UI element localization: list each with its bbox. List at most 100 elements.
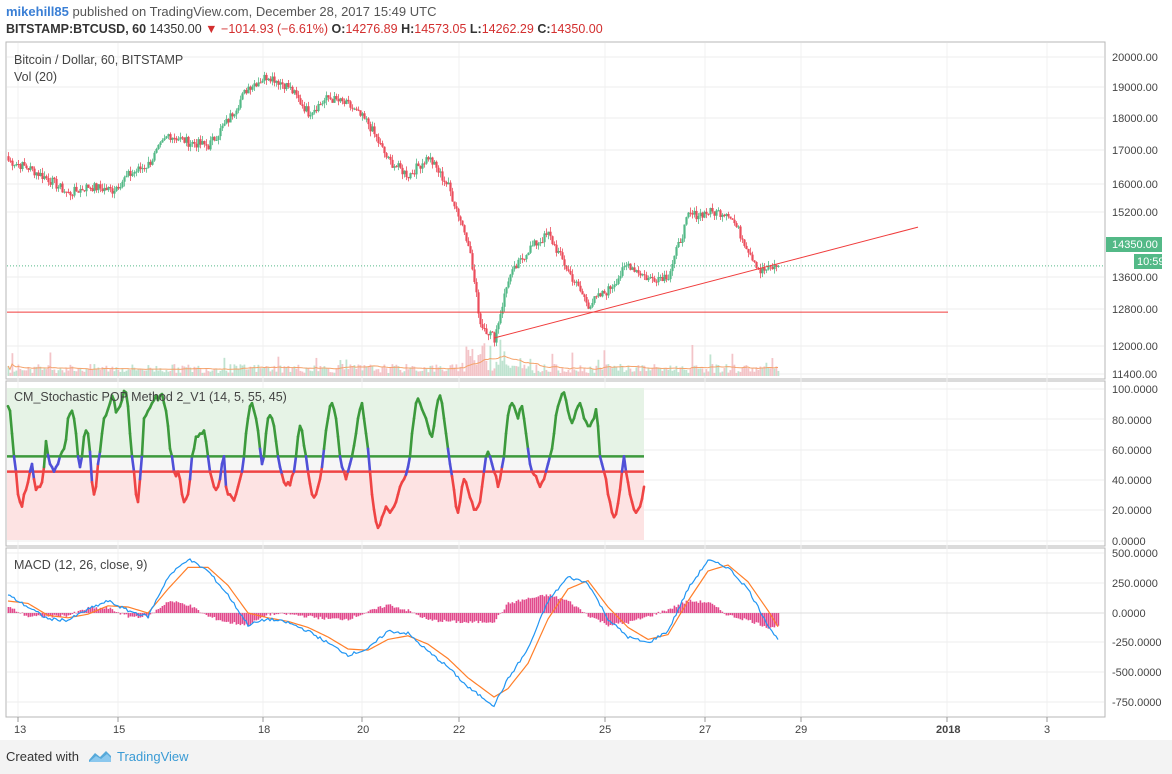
volume-bar bbox=[601, 369, 604, 376]
volume-bar bbox=[449, 365, 452, 376]
stoch-segment bbox=[128, 432, 134, 458]
price-pane[interactable] bbox=[5, 41, 1106, 380]
volume-bar bbox=[717, 365, 720, 376]
volume-bar bbox=[47, 365, 50, 376]
stoch-segment bbox=[602, 470, 608, 481]
histogram-bar bbox=[657, 611, 660, 613]
stoch-segment bbox=[204, 439, 210, 458]
volume-bar bbox=[677, 372, 680, 376]
volume-bar bbox=[637, 365, 640, 376]
candle-body bbox=[535, 240, 538, 246]
volume-bar bbox=[355, 368, 358, 376]
candle-body bbox=[691, 213, 694, 215]
candle-body bbox=[297, 94, 300, 99]
volume-bar bbox=[505, 364, 508, 376]
stoch-segment bbox=[24, 480, 30, 492]
volume-bar bbox=[61, 370, 64, 376]
stoch-segment bbox=[498, 465, 504, 481]
candle-body bbox=[137, 166, 140, 172]
volume-bar bbox=[403, 371, 406, 376]
candle-body bbox=[165, 136, 168, 139]
candle-body bbox=[111, 188, 114, 194]
time-axis[interactable]: 13 15 18 20 22 25 27 29 2018 3 bbox=[14, 724, 1050, 736]
candle-body bbox=[371, 126, 374, 132]
histogram-bar bbox=[643, 613, 646, 618]
candle-body bbox=[201, 141, 204, 145]
candle-body bbox=[709, 207, 712, 215]
volume-bar bbox=[627, 365, 630, 376]
candle-body bbox=[141, 168, 144, 170]
stoch-segment bbox=[210, 477, 216, 489]
macd-series bbox=[7, 558, 1104, 708]
price-tick: 15200.00 bbox=[1112, 207, 1158, 219]
histogram-bar bbox=[229, 613, 232, 624]
macd-pane-title: MACD (12, 26, close, 9) bbox=[14, 558, 147, 572]
volume-bar bbox=[149, 367, 152, 376]
chart-canvas[interactable]: Bitcoin / Dollar, 60, BITSTAMP Vol (20) … bbox=[0, 0, 1172, 740]
author-link[interactable]: mikehill85 bbox=[6, 4, 69, 19]
histogram-bar bbox=[133, 613, 136, 617]
candle-body bbox=[161, 140, 164, 143]
volume-bar bbox=[337, 365, 340, 376]
stoch-axis[interactable]: 100.0000 80.0000 60.0000 40.0000 20.0000… bbox=[1112, 384, 1158, 548]
candle-body bbox=[689, 212, 692, 214]
candle-body bbox=[51, 177, 54, 185]
histogram-bar bbox=[187, 605, 190, 613]
candle-body bbox=[399, 163, 402, 168]
candle-body bbox=[221, 125, 224, 129]
candle-body bbox=[233, 114, 236, 117]
volume-bar bbox=[111, 366, 114, 376]
volume-bar bbox=[435, 364, 438, 376]
volume-bar bbox=[695, 365, 698, 376]
histogram-bar bbox=[269, 613, 272, 616]
volume-bar bbox=[335, 368, 338, 376]
histogram-bar bbox=[701, 602, 704, 613]
tradingview-logo-icon[interactable] bbox=[88, 748, 112, 764]
stoch-tick: 40.0000 bbox=[1112, 475, 1152, 487]
price-axis[interactable]: 20000.00 19000.00 18000.00 17000.00 1600… bbox=[1112, 52, 1158, 381]
stoch-segment bbox=[404, 465, 410, 476]
candle-body bbox=[343, 101, 346, 104]
volume-bar bbox=[125, 370, 128, 376]
candle-body bbox=[485, 328, 488, 335]
candle-body bbox=[347, 99, 350, 102]
candle-body bbox=[49, 182, 52, 185]
volume-bar bbox=[523, 364, 526, 376]
volume-bar bbox=[19, 368, 22, 376]
volume-bar bbox=[223, 357, 226, 376]
candle-body bbox=[335, 96, 338, 100]
histogram-bar bbox=[669, 608, 672, 613]
volume-bar bbox=[431, 365, 434, 376]
histogram-bar bbox=[557, 598, 560, 613]
volume-bar bbox=[217, 372, 220, 376]
stoch-segment bbox=[40, 465, 46, 484]
candle-body bbox=[205, 144, 208, 146]
macd-axis[interactable]: 500.0000 250.0000 0.0000 -250.0000 -500.… bbox=[1112, 548, 1162, 709]
candle-body bbox=[131, 173, 134, 176]
macd-pane[interactable] bbox=[5, 547, 1106, 718]
volume-bar bbox=[433, 371, 436, 376]
volume-bar bbox=[387, 372, 390, 376]
histogram-bar bbox=[695, 601, 698, 613]
histogram-bar bbox=[127, 613, 130, 618]
stoch-segment bbox=[70, 409, 76, 420]
volume-bar bbox=[631, 371, 634, 376]
histogram-bar bbox=[559, 598, 562, 613]
volume-bar bbox=[167, 371, 170, 376]
volume-bar bbox=[97, 367, 100, 376]
candle-body bbox=[541, 242, 544, 244]
volume-bar bbox=[95, 369, 98, 376]
symbol-label[interactable]: BITSTAMP:BTCUSD, 60 bbox=[6, 22, 147, 36]
tradingview-link[interactable]: TradingView bbox=[117, 749, 189, 764]
volume-bar bbox=[407, 369, 410, 376]
volume-bar bbox=[347, 368, 350, 376]
stoch-segment bbox=[276, 455, 282, 469]
volume-bar bbox=[377, 369, 380, 376]
candle-body bbox=[275, 80, 278, 83]
volume-bar bbox=[139, 369, 142, 376]
histogram-bar bbox=[265, 613, 268, 616]
stoch-segment bbox=[10, 432, 16, 458]
histogram-bar bbox=[17, 612, 20, 613]
candle-body bbox=[211, 136, 214, 141]
stoch-segment bbox=[362, 417, 368, 435]
